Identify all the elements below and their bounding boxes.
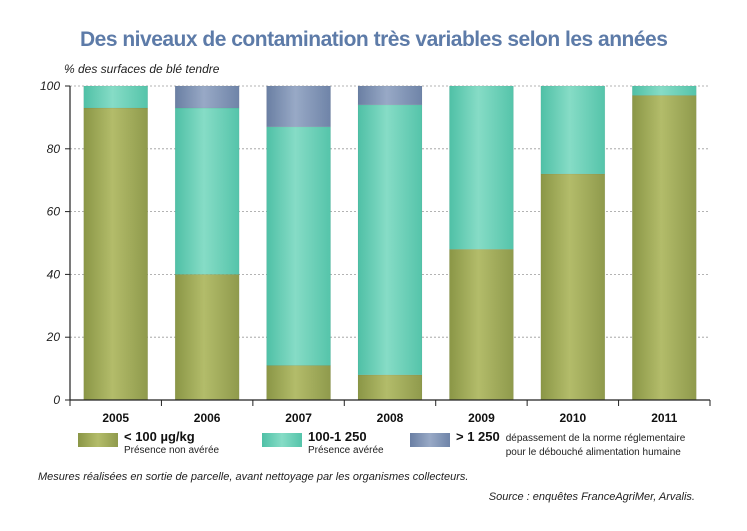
bar-segment-2008-2 [357, 85, 423, 106]
legend-swatch-low [78, 433, 118, 447]
measurement-note: Mesures réalisées en sortie de parcelle,… [38, 471, 469, 483]
x-tick-label: 2005 [102, 411, 129, 425]
bar-segment-2009-0 [449, 249, 514, 401]
bar-segment-2007-1 [266, 126, 331, 366]
legend-item-high: > 1 250 dépassement de la norme réglemen… [410, 429, 686, 459]
legend-swatch-mid [262, 433, 302, 447]
bar-segment-2010-1 [540, 85, 606, 175]
x-tick-label: 2009 [468, 411, 495, 425]
bar-segment-2011-0 [632, 95, 697, 401]
bar-segment-2009-1 [449, 85, 514, 250]
legend-item-low: < 100 µg/kg Présence non avérée [78, 429, 220, 456]
bar-segment-2011-1 [632, 85, 697, 96]
chart-title: Des niveaux de contamination très variab… [80, 28, 668, 51]
legend-sublabel-low: Présence non avérée [124, 444, 220, 456]
legend-note-line-2: pour le débouché alimentation humaine [505, 446, 681, 458]
y-tick-label: 0 [53, 393, 60, 407]
bar-segment-2006-2 [174, 85, 240, 109]
bars [83, 85, 697, 401]
legend-label-mid: 100-1 250 [308, 429, 367, 444]
y-axis-label: % des surfaces de blé tendre [64, 62, 220, 76]
bar-segment-2005-1 [83, 85, 148, 109]
legend-note-line-1: dépassement de la norme réglementaire [505, 433, 686, 444]
legend-sublabel-mid: Présence avérée [308, 444, 384, 456]
y-tick-label: 60 [47, 205, 61, 219]
bar-segment-2006-0 [174, 274, 240, 401]
x-tick-label: 2011 [651, 411, 677, 425]
source-note: Source : enquêtes FranceAgriMer, Arvalis… [488, 491, 695, 503]
y-tick-label: 100 [40, 79, 60, 93]
x-tick-label: 2010 [560, 411, 587, 425]
bar-segment-2008-1 [357, 104, 423, 376]
x-tick-label: 2008 [377, 411, 404, 425]
bar-segment-2005-0 [83, 107, 148, 401]
bar-segment-2007-0 [266, 365, 331, 401]
axes [69, 86, 711, 406]
x-tick-label: 2007 [285, 411, 312, 425]
x-tick-labels: 2005 2006 2007 2008 2009 2010 2011 [102, 411, 677, 425]
y-tick-label: 80 [47, 142, 61, 156]
legend-item-mid: 100-1 250 Présence avérée [262, 429, 384, 456]
bar-segment-2007-2 [266, 85, 331, 128]
x-tick-label: 2006 [194, 411, 221, 425]
bar-segment-2010-0 [540, 173, 606, 401]
y-tick-label: 20 [46, 330, 61, 344]
bar-segment-2008-0 [357, 374, 423, 401]
y-tick-labels: 0 20 40 60 80 100 [40, 79, 70, 407]
legend-swatch-high [410, 433, 450, 447]
y-tick-label: 40 [47, 267, 61, 281]
bar-segment-2006-1 [174, 107, 240, 275]
legend-label-low: < 100 µg/kg [124, 429, 195, 444]
legend-label-high: > 1 250 [456, 429, 500, 444]
